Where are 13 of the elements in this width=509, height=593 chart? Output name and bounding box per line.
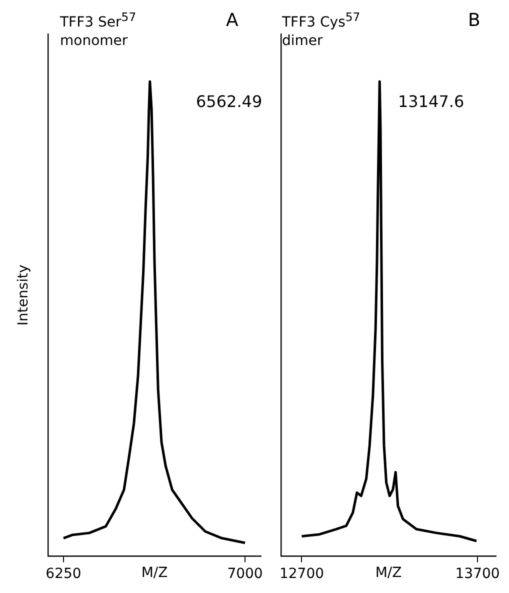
chart-title: TFF3 Ser$^{57}$ monomer bbox=[60, 9, 136, 50]
chart-title: TFF3 Cys$^{57}$ dimer bbox=[282, 10, 360, 49]
y-axis-title: Intensity bbox=[16, 264, 32, 326]
annotation: 6562.49 bbox=[196, 92, 262, 111]
text: A bbox=[226, 10, 238, 31]
x-tick-label: 13700 bbox=[455, 566, 500, 582]
x-axis-title: M/Z bbox=[141, 564, 168, 581]
x-tick-label: 6250 bbox=[46, 566, 82, 582]
annotation: 13147.6 bbox=[398, 92, 464, 111]
x-tick-label: 12700 bbox=[279, 566, 324, 582]
text: B bbox=[468, 10, 480, 31]
x-tick-label: 7000 bbox=[227, 566, 263, 582]
x-axis-title: M/Z bbox=[375, 564, 402, 581]
